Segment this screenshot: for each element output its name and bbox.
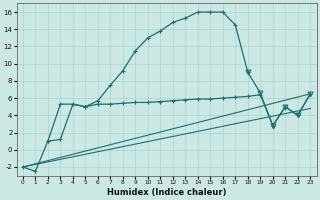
X-axis label: Humidex (Indice chaleur): Humidex (Indice chaleur)	[107, 188, 226, 197]
